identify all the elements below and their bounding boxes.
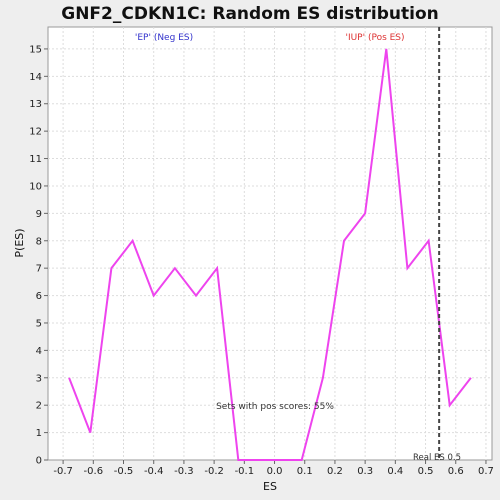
x-tick-label: 0.6 bbox=[448, 466, 464, 477]
y-tick-label: 2 bbox=[36, 401, 42, 412]
y-tick-label: 7 bbox=[36, 264, 42, 275]
x-tick-label: -0.1 bbox=[235, 466, 255, 477]
y-tick-label: 3 bbox=[36, 373, 42, 384]
x-tick-label: 0.3 bbox=[357, 466, 373, 477]
y-tick-label: 8 bbox=[36, 236, 42, 247]
y-tick-label: 1 bbox=[36, 428, 42, 439]
es-distribution-line bbox=[68, 48, 472, 461]
y-tick-label: 12 bbox=[29, 127, 42, 138]
y-tick-label: 10 bbox=[29, 181, 42, 192]
x-tick-label: 0.7 bbox=[478, 466, 494, 477]
x-tick-label: -0.7 bbox=[53, 466, 73, 477]
y-tick-label: 6 bbox=[36, 291, 42, 302]
plot-area bbox=[47, 26, 493, 461]
x-axis-label: ES bbox=[263, 480, 277, 493]
x-tick-label: 0.1 bbox=[297, 466, 313, 477]
y-tick-label: 0 bbox=[36, 456, 42, 467]
pos-es-label: 'IUP' (Pos ES) bbox=[345, 33, 404, 43]
chart-title: GNF2_CDKN1C: Random ES distribution bbox=[61, 4, 439, 24]
x-tick-label: -0.6 bbox=[84, 466, 104, 477]
x-tick-label: 0.5 bbox=[418, 466, 434, 477]
x-tick-label: -0.2 bbox=[204, 466, 224, 477]
y-tick-label: 4 bbox=[36, 346, 42, 357]
y-tick-label: 13 bbox=[29, 99, 42, 110]
real-es-label: Real ES 0.5 bbox=[413, 453, 461, 463]
x-tick-label: 0.2 bbox=[327, 466, 343, 477]
pos-scores-annotation: Sets with pos scores: 55% bbox=[216, 402, 334, 412]
grid-lines bbox=[48, 27, 492, 460]
y-tick-label: 9 bbox=[36, 209, 42, 220]
x-tick-label: 0.0 bbox=[267, 466, 283, 477]
x-tick-label: -0.5 bbox=[114, 466, 134, 477]
y-tick-label: 14 bbox=[29, 72, 42, 83]
y-tick-label: 15 bbox=[29, 44, 42, 55]
y-axis-label: P(ES) bbox=[13, 228, 26, 257]
neg-es-label: 'EP' (Neg ES) bbox=[135, 33, 193, 43]
x-axis: -0.7 -0.6 -0.5 -0.4 -0.3 -0.2 -0.1 0.0 0.1 0.2 0.3… bbox=[53, 460, 494, 477]
y-tick-label: 11 bbox=[29, 154, 42, 165]
x-tick-label: -0.3 bbox=[174, 466, 194, 477]
x-tick-label: -0.4 bbox=[144, 466, 164, 477]
y-tick-label: 5 bbox=[36, 318, 42, 329]
x-tick-label: 0.4 bbox=[387, 466, 403, 477]
